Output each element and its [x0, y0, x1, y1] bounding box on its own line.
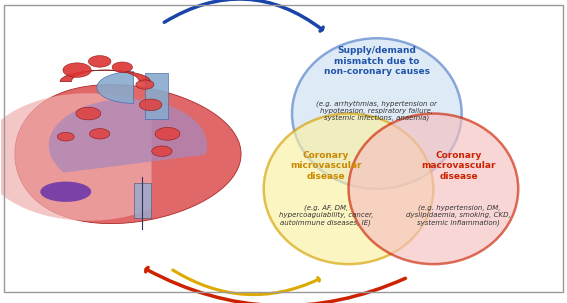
- Text: (e.g. arrhythmias, hypertension or
hypotension, respiratory failure,
systemic in: (e.g. arrhythmias, hypertension or hypot…: [316, 100, 437, 121]
- Polygon shape: [155, 128, 180, 140]
- Polygon shape: [90, 128, 110, 139]
- Polygon shape: [152, 146, 172, 156]
- Ellipse shape: [349, 114, 518, 264]
- Polygon shape: [57, 132, 74, 141]
- Text: Coronary
macrovascular
disease: Coronary macrovascular disease: [422, 151, 496, 181]
- Polygon shape: [49, 99, 207, 173]
- Polygon shape: [139, 99, 162, 111]
- Polygon shape: [134, 183, 151, 218]
- Polygon shape: [145, 73, 168, 119]
- Polygon shape: [112, 62, 133, 72]
- Polygon shape: [60, 70, 151, 82]
- Text: (e.g. hypertension, DM,
dyslipidaemia, smoking, CKD,
systemic inflammation): (e.g. hypertension, DM, dyslipidaemia, s…: [407, 204, 511, 225]
- Polygon shape: [136, 80, 154, 89]
- Text: (e.g. AF, DM,
hypercoagulability, cancer,
autoimmune diseases, IE): (e.g. AF, DM, hypercoagulability, cancer…: [278, 204, 373, 225]
- Polygon shape: [15, 85, 241, 224]
- Polygon shape: [97, 72, 134, 103]
- Polygon shape: [88, 56, 111, 67]
- Ellipse shape: [264, 114, 433, 264]
- Polygon shape: [40, 181, 91, 202]
- Text: Coronary
microvascular
disease: Coronary microvascular disease: [290, 151, 362, 181]
- Polygon shape: [76, 107, 101, 120]
- Ellipse shape: [292, 38, 462, 189]
- Polygon shape: [63, 63, 91, 77]
- Text: Supply/demand
mismatch due to
non-coronary causes: Supply/demand mismatch due to non-corona…: [324, 46, 430, 76]
- Polygon shape: [0, 93, 151, 221]
